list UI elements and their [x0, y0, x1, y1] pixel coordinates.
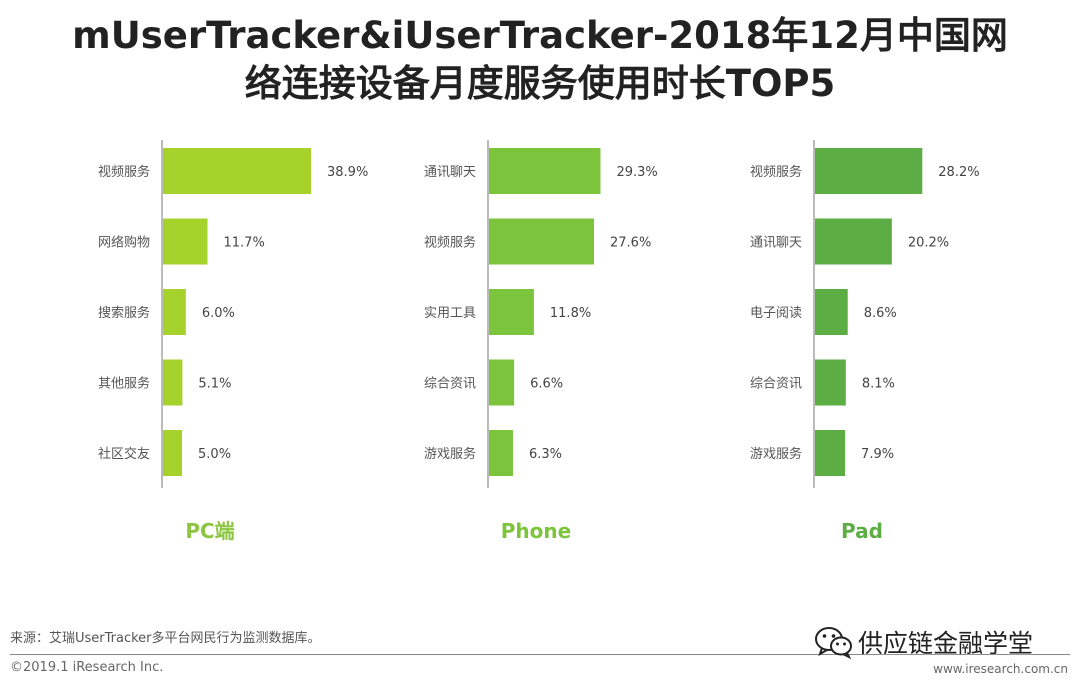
- pc-panel-label: PC端: [185, 519, 234, 543]
- pc-bar: [163, 359, 183, 406]
- pad-bar: [815, 218, 892, 265]
- pc-value-label: 5.1%: [198, 377, 231, 392]
- pad-value-label: 8.1%: [862, 377, 895, 392]
- pad-category-label: 综合资讯: [750, 377, 802, 392]
- pc-category-label: 搜索服务: [98, 305, 150, 321]
- pad-category-label: 视频服务: [750, 164, 802, 180]
- wechat-watermark: 供应链金融学堂: [814, 624, 1033, 660]
- phone-value-label: 11.8%: [550, 306, 591, 321]
- website-url[interactable]: www.iresearch.com.cn: [933, 662, 1068, 676]
- chart-title-line-2: 络连接设备月度服务使用时长TOP5: [244, 62, 836, 105]
- phone-value-label: 29.3%: [616, 165, 657, 180]
- phone-value-label: 27.6%: [610, 236, 651, 251]
- pad-bar: [815, 359, 846, 406]
- pc-bar: [163, 218, 208, 265]
- pad-value-label: 7.9%: [861, 447, 894, 462]
- pc-value-label: 38.9%: [327, 165, 368, 180]
- pc-category-label: 视频服务: [98, 164, 150, 180]
- source-note: 来源：艾瑞UserTracker多平台网民行为监测数据库。: [10, 631, 321, 646]
- pad-value-label: 20.2%: [908, 236, 949, 251]
- charts-area: 视频服务 38.9% 网络购物 11.7% 搜索服务 6.0% 其他服务 5.1% 社区交友 5.…: [98, 140, 980, 543]
- chart-title-line-1: mUserTracker&iUserTracker-2018年12月中国网: [72, 14, 1008, 57]
- phone-panel-label: Phone: [501, 519, 571, 543]
- phone-bar: [489, 289, 534, 335]
- phone-category-label: 视频服务: [424, 235, 476, 251]
- phone-value-label: 6.6%: [530, 377, 563, 392]
- copyright-text: ©2019.1 iResearch Inc.: [10, 660, 164, 675]
- pad-category-label: 游戏服务: [750, 446, 802, 462]
- phone-category-label: 游戏服务: [424, 446, 476, 462]
- wechat-account-name: 供应链金融学堂: [858, 629, 1034, 658]
- phone-category-label: 实用工具: [424, 306, 476, 321]
- pc-value-label: 5.0%: [198, 447, 231, 462]
- pc-bar: [163, 430, 183, 476]
- pad-bar: [815, 430, 846, 476]
- pc-bar: [163, 289, 186, 335]
- phone-bar: [489, 148, 601, 194]
- phone-category-label: 综合资讯: [424, 377, 476, 392]
- pad-value-label: 28.2%: [938, 165, 979, 180]
- pc-category-label: 网络购物: [98, 235, 150, 251]
- wechat-icon: [815, 627, 852, 659]
- pc-bar: [163, 148, 311, 194]
- phone-bar: [489, 218, 595, 265]
- pad-value-label: 8.6%: [864, 306, 897, 321]
- pad-bar: [815, 148, 923, 194]
- pad-category-label: 通讯聊天: [750, 236, 802, 251]
- pad-panel-label: Pad: [841, 519, 883, 543]
- footer-divider: [10, 654, 1070, 655]
- phone-bar: [489, 430, 513, 476]
- pad-category-label: 电子阅读: [750, 306, 802, 321]
- pc-value-label: 11.7%: [224, 236, 265, 251]
- pc-category-label: 其他服务: [98, 376, 150, 392]
- pc-value-label: 6.0%: [202, 306, 235, 321]
- phone-bar: [489, 359, 515, 406]
- phone-value-label: 6.3%: [529, 447, 562, 462]
- phone-category-label: 通讯聊天: [424, 165, 476, 180]
- pad-bar: [815, 289, 848, 335]
- pc-category-label: 社区交友: [98, 446, 150, 462]
